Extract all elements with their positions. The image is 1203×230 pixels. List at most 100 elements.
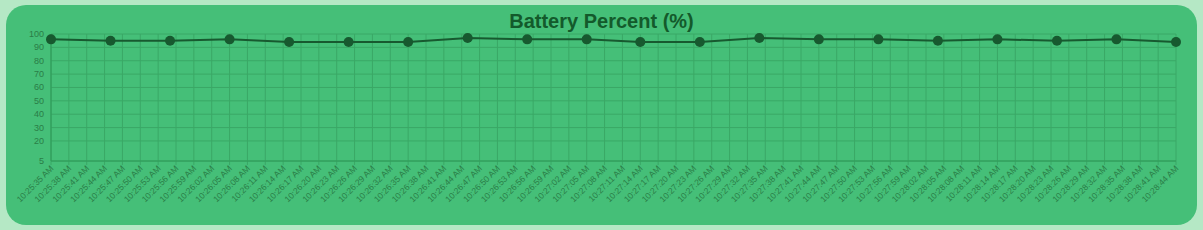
y-tick-label: 60: [34, 82, 44, 92]
x-grid-line: [372, 34, 373, 165]
point: [635, 37, 645, 47]
x-grid-line: [86, 34, 87, 165]
x-grid-line: [176, 34, 177, 165]
x-grid-line: [158, 34, 159, 165]
x-grid-line: [497, 34, 498, 165]
point: [695, 37, 705, 47]
x-grid-line: [408, 34, 409, 165]
x-grid-line: [122, 34, 123, 165]
x-grid-line: [943, 34, 944, 165]
x-grid-line: [765, 34, 766, 165]
y-grid-line: [51, 74, 1176, 75]
chart-svg: Battery Percent (%)520304050607080901001…: [0, 0, 1203, 230]
point: [933, 36, 943, 46]
point: [284, 37, 294, 47]
x-grid-line: [1068, 34, 1069, 165]
point: [225, 34, 235, 44]
x-grid-line: [211, 34, 212, 165]
x-grid-line: [586, 34, 587, 165]
x-grid-line: [747, 34, 748, 165]
point: [1171, 37, 1181, 47]
y-axis: [51, 34, 52, 161]
x-grid-line: [818, 34, 819, 165]
chart-root: Battery Percent (%)520304050607080901001…: [0, 0, 1203, 230]
x-grid-line: [318, 34, 319, 165]
x-grid-line: [51, 34, 52, 165]
x-grid-line: [979, 34, 980, 165]
x-grid-line: [1158, 34, 1159, 165]
y-tick-label: 20: [34, 136, 44, 146]
x-grid-line: [1122, 34, 1123, 165]
x-grid-line: [604, 34, 605, 165]
y-grid-line: [51, 34, 1176, 35]
x-grid-line: [283, 34, 284, 165]
x-grid-line: [354, 34, 355, 165]
y-tick-label: 40: [34, 109, 44, 119]
x-grid-line: [265, 34, 266, 165]
point: [403, 37, 413, 47]
x-grid-line: [836, 34, 837, 165]
x-grid-line: [1015, 34, 1016, 165]
x-grid-line: [515, 34, 516, 165]
x-grid-line: [247, 34, 248, 165]
x-grid-line: [390, 34, 391, 165]
point: [46, 34, 56, 44]
point: [106, 36, 116, 46]
x-grid-line: [622, 34, 623, 165]
y-grid-line: [51, 161, 1176, 162]
x-axis: [51, 161, 1176, 162]
x-grid-line: [1104, 34, 1105, 165]
x-grid-line: [551, 34, 552, 165]
y-tick-label: 100: [29, 29, 44, 39]
x-grid-line: [854, 34, 855, 165]
y-grid-line: [51, 47, 1176, 48]
x-grid-line: [640, 34, 641, 165]
point: [754, 33, 764, 43]
x-grid-line: [1140, 34, 1141, 165]
y-tick-label: 30: [34, 123, 44, 133]
x-grid-line: [461, 34, 462, 165]
y-tick-label: 80: [34, 56, 44, 66]
plot-area: [46, 33, 1181, 47]
x-grid-line: [908, 34, 909, 165]
y-tick-label: 70: [34, 69, 44, 79]
point: [165, 36, 175, 46]
x-grid-line: [68, 34, 69, 165]
x-grid-line: [890, 34, 891, 165]
x-grid-line: [301, 34, 302, 165]
x-grid-line: [693, 34, 694, 165]
series-line: [51, 38, 1176, 42]
point: [582, 34, 592, 44]
point: [463, 33, 473, 43]
x-grid-line: [426, 34, 427, 165]
x-grid-line: [676, 34, 677, 165]
card: [6, 5, 1197, 225]
x-grid-line: [783, 34, 784, 165]
x-grid-line: [729, 34, 730, 165]
point: [1111, 34, 1121, 44]
x-grid-line: [658, 34, 659, 165]
y-grid-line: [51, 127, 1176, 128]
point: [344, 37, 354, 47]
x-grid-line: [568, 34, 569, 165]
y-grid-line: [51, 87, 1176, 88]
point: [873, 34, 883, 44]
x-grid-line: [711, 34, 712, 165]
x-grid-line: [104, 34, 105, 165]
x-grid-line: [479, 34, 480, 165]
y-grid-line: [51, 114, 1176, 115]
x-grid-line: [140, 34, 141, 165]
x-grid-line: [533, 34, 534, 165]
x-grid-line: [801, 34, 802, 165]
x-grid-line: [229, 34, 230, 165]
x-grid-line: [1051, 34, 1052, 165]
x-grid-line: [1176, 34, 1177, 165]
x-grid-line: [926, 34, 927, 165]
grid: [51, 34, 1176, 165]
y-tick-label: 5: [39, 156, 44, 166]
x-grid-line: [336, 34, 337, 165]
x-grid-line: [997, 34, 998, 165]
x-grid-line: [443, 34, 444, 165]
y-grid-line: [51, 100, 1176, 101]
y-tick-label: 50: [34, 96, 44, 106]
